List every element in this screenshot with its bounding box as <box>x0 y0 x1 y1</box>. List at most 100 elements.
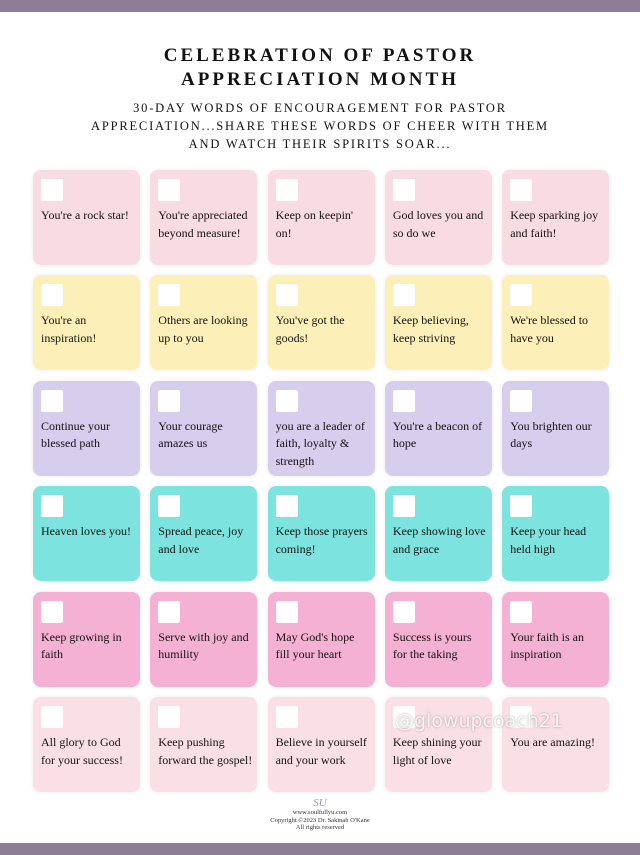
card-text: Heaven loves you! <box>41 524 131 539</box>
checkbox <box>275 495 298 518</box>
checkbox <box>275 600 298 623</box>
card-text: Keep sparking joy and faith! <box>510 208 599 240</box>
card: Keep your head held high <box>502 486 610 582</box>
rights: All rights reserved <box>295 824 345 831</box>
card-text: God loves you and so do we <box>392 208 484 240</box>
checkbox <box>158 179 181 201</box>
card-text: Spread peace, joy and love <box>158 524 244 556</box>
checkbox <box>392 495 415 518</box>
card-text: Success is yours for the taking <box>392 629 472 662</box>
card: Keep showing love and grace <box>384 486 492 582</box>
card: Success is yours for the taking <box>384 591 492 687</box>
card-text: You're an inspiration! <box>41 313 97 345</box>
checkbox <box>510 284 533 307</box>
card: You're appreciated beyond measure! <box>150 170 258 265</box>
card: You brighten our days <box>502 380 610 476</box>
checkbox <box>158 389 181 412</box>
title: CELEBRATION OF PASTOR APPRECIATION MONTH <box>0 44 640 92</box>
checkbox <box>158 284 181 307</box>
card-text: Keep on keepin' on! <box>275 208 354 240</box>
checkbox <box>275 179 298 201</box>
bottom-bar <box>0 843 640 855</box>
card: Keep growing in faith <box>33 591 140 687</box>
top-bar <box>0 0 640 12</box>
subtitle-line: 30-DAY WORDS OF ENCOURAGEMENT FOR PASTOR <box>133 101 507 115</box>
card-text: Serve with joy and humility <box>158 629 249 662</box>
card: You're an inspiration! <box>33 275 140 371</box>
checkbox <box>510 389 533 412</box>
card: You've got the goods! <box>267 275 375 371</box>
card-text: All glory to God for your success! <box>41 735 123 767</box>
checkbox <box>275 706 298 728</box>
title-line: CELEBRATION OF PASTOR <box>163 45 477 66</box>
checkbox <box>510 706 533 728</box>
card: Keep sparking joy and faith! <box>502 170 610 265</box>
card-text: You are amazing! <box>510 735 595 749</box>
card: We're blessed to have you <box>502 275 610 371</box>
checkbox <box>41 389 63 412</box>
card-text: You're appreciated beyond measure! <box>158 208 248 240</box>
checkbox <box>392 600 415 623</box>
copyright: Copyright ©2023 Dr. Sakinah O'Kane <box>270 816 370 824</box>
card-text: Keep believing, keep striving <box>392 313 469 345</box>
checkbox <box>510 600 533 623</box>
card-text: Keep growing in faith <box>41 629 122 662</box>
checkbox <box>41 284 63 307</box>
card-text: You're a beacon of hope <box>392 418 483 451</box>
card: May God's hope fill your heart <box>267 591 375 687</box>
card-text: Believe in yourself and your work <box>275 735 367 767</box>
card-text: Others are looking up to you <box>158 313 248 345</box>
card-text: Keep your head held high <box>510 524 587 556</box>
card: Your faith is an inspiration <box>502 591 610 687</box>
checkbox <box>158 495 181 518</box>
checkbox <box>392 389 415 412</box>
card: You're a beacon of hope <box>384 380 492 476</box>
card: you are a leader of faith, loyalty & str… <box>267 380 375 476</box>
card-text: Keep shining your light of love <box>392 735 482 767</box>
card: All glory to God for your success! <box>33 697 140 792</box>
card-text: Keep pushing forward the gospel! <box>158 735 253 767</box>
checkbox <box>158 706 181 728</box>
footer: SU www.soulfullyu.com Copyright ©2023 Dr… <box>0 797 640 832</box>
card-text: We're blessed to have you <box>510 313 589 345</box>
card: Serve with joy and humility <box>150 591 258 687</box>
checkbox <box>510 495 533 518</box>
checkbox <box>275 284 298 307</box>
checkbox <box>392 706 415 728</box>
card-text: You brighten our days <box>510 418 592 451</box>
card: Keep believing, keep striving <box>384 275 492 371</box>
subtitle-line: APPRECIATION...SHARE THESE WORDS OF CHEE… <box>91 119 549 133</box>
card: Heaven loves you! <box>33 486 140 582</box>
card: Keep pushing forward the gospel! <box>150 697 258 792</box>
card: God loves you and so do we <box>384 170 492 265</box>
card-text: You're a rock star! <box>41 208 129 222</box>
card: Spread peace, joy and love <box>150 486 258 582</box>
checkbox <box>510 179 533 201</box>
checkbox <box>41 179 63 201</box>
card-text: you are a leader of faith, loyalty & str… <box>275 418 365 468</box>
checkbox <box>275 389 298 412</box>
card: Continue your blessed path <box>33 380 140 476</box>
card: You're a rock star! <box>33 170 140 265</box>
card: Keep those prayers coming! <box>267 486 375 582</box>
card-text: May God's hope fill your heart <box>275 629 355 662</box>
checkbox <box>41 495 63 518</box>
checkbox <box>392 284 415 307</box>
card-text: Your courage amazes us <box>158 418 223 451</box>
card-text: Keep showing love and grace <box>392 524 486 556</box>
card: Keep on keepin' on! <box>267 170 375 265</box>
card: Your courage amazes us <box>150 380 258 476</box>
website: www.soulfullyu.com <box>292 809 348 816</box>
card-text: Keep those prayers coming! <box>275 524 368 556</box>
subtitle-line: AND WATCH THEIR SPIRITS SOAR... <box>188 137 452 151</box>
checkbox <box>41 600 63 623</box>
card-text: You've got the goods! <box>275 313 345 345</box>
subtitle: 30-DAY WORDS OF ENCOURAGEMENT FOR PASTOR… <box>0 99 640 153</box>
card: Believe in yourself and your work <box>267 697 375 792</box>
card-text: Your faith is an inspiration <box>510 629 584 662</box>
title-line: APPRECIATION MONTH <box>181 69 459 90</box>
checkbox <box>158 600 181 623</box>
card: You are amazing! <box>502 697 610 792</box>
card: Others are looking up to you <box>150 275 258 371</box>
